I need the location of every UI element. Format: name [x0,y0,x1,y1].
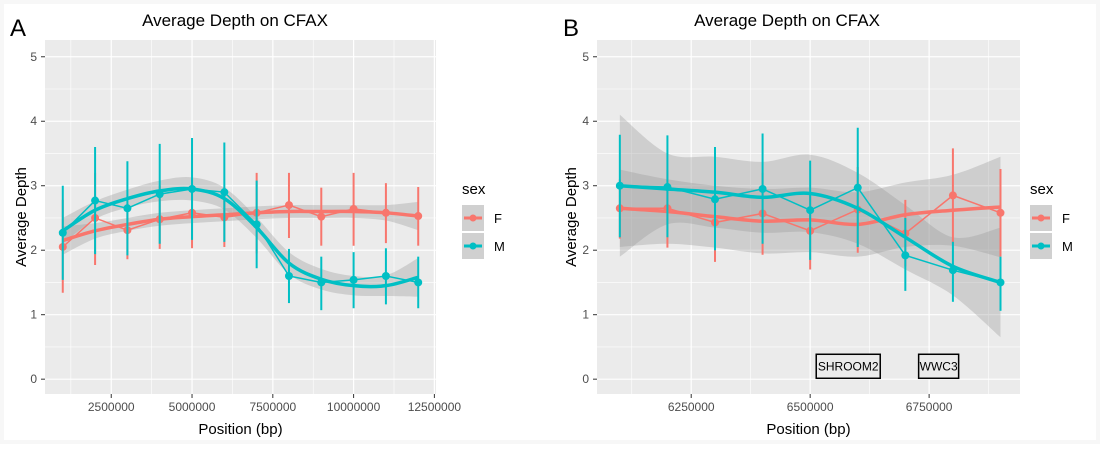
data-point-M [349,275,358,284]
data-point-M [758,184,767,193]
legend-key-point-F [1037,214,1045,222]
x-tick-label: 6500000 [787,400,834,414]
panel-B: B Average Depth on CFAX 0 1 2 3 4 5 6250000 65000… [563,11,1073,438]
gene-label-box [815,353,881,380]
y-tick-label: 3 [30,179,37,193]
legend-key-point-M [469,242,477,250]
legend-key-point-M [1037,242,1045,250]
y-axis-label: Average Depth [13,167,30,267]
y-tick-label: 5 [582,50,589,64]
data-point-M [853,183,862,192]
data-point-M [381,272,390,280]
legend-label-M: M [1062,239,1073,254]
x-tick-label: 6250000 [668,400,715,414]
data-point-M [91,196,100,205]
y-tick-label: 2 [582,243,589,257]
legend-label-F: F [494,211,502,226]
data-point-F [948,191,957,200]
data-point-M [123,204,132,213]
gene-label-box [917,353,960,380]
y-tick-label: 4 [30,114,37,128]
y-axis-label: Average Depth [563,167,580,267]
panel-A: A Average Depth on CFAX 0 1 2 3 4 5 2500000 50000… [10,11,505,438]
data-point-M [284,272,293,280]
plot-panel [45,40,436,394]
y-tick-label: 0 [582,372,589,386]
chart-title: Average Depth on CFAX [694,11,880,30]
panel-label: B [563,15,579,42]
smooth-line-M [619,183,1002,285]
chart-title: Average Depth on CFAX [142,11,328,30]
y-tick-label: 1 [30,308,37,322]
legend-key-point-F [469,214,477,222]
gene-label: WWC3 [920,359,958,373]
data-point-M [901,251,910,260]
x-tick-label: 6750000 [906,400,953,414]
x-tick-label: 2500000 [88,400,135,414]
x-tick-label: 10000000 [327,400,381,414]
x-axis-label: Position (bp) [198,421,282,438]
y-tick-label: 2 [30,243,37,257]
data-point-F [317,212,326,221]
y-tick-label: 4 [582,114,589,128]
data-point-M [806,206,815,215]
legend-label-F: F [1062,211,1070,226]
x-tick-label: 7500000 [249,400,296,414]
x-tick-label: 5000000 [169,400,216,414]
smooth-line-M [61,186,419,289]
data-point-F [996,208,1005,217]
data-point-M [711,195,720,204]
data-point-M [414,278,423,287]
data-point-M [220,188,229,197]
data-point-F [284,201,293,210]
x-tick-label: 12500000 [408,400,462,414]
y-tick-label: 3 [582,179,589,193]
legend-title: sex [462,181,486,198]
series-line-M [62,188,419,284]
y-tick-label: 0 [30,372,37,386]
x-axis-label: Position (bp) [766,421,850,438]
gene-label: SHROOM2 [818,359,879,373]
legend-label-M: M [494,239,505,254]
y-tick-label: 1 [582,308,589,322]
legend-title: sex [1030,181,1054,198]
panel-label: A [10,15,26,42]
y-tick-label: 5 [30,50,37,64]
